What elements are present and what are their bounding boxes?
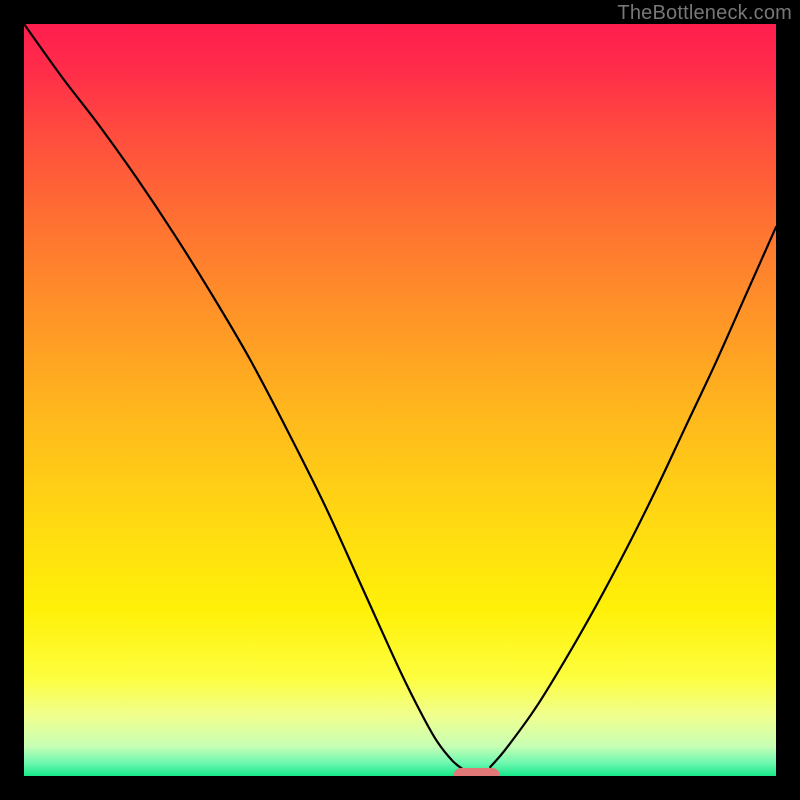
plot-area xyxy=(24,24,776,776)
watermark-text: TheBottleneck.com xyxy=(617,2,792,25)
page-root: TheBottleneck.com xyxy=(0,0,800,800)
bottleneck-marker xyxy=(454,768,499,776)
chart-background xyxy=(24,24,776,776)
chart-svg xyxy=(24,24,776,776)
